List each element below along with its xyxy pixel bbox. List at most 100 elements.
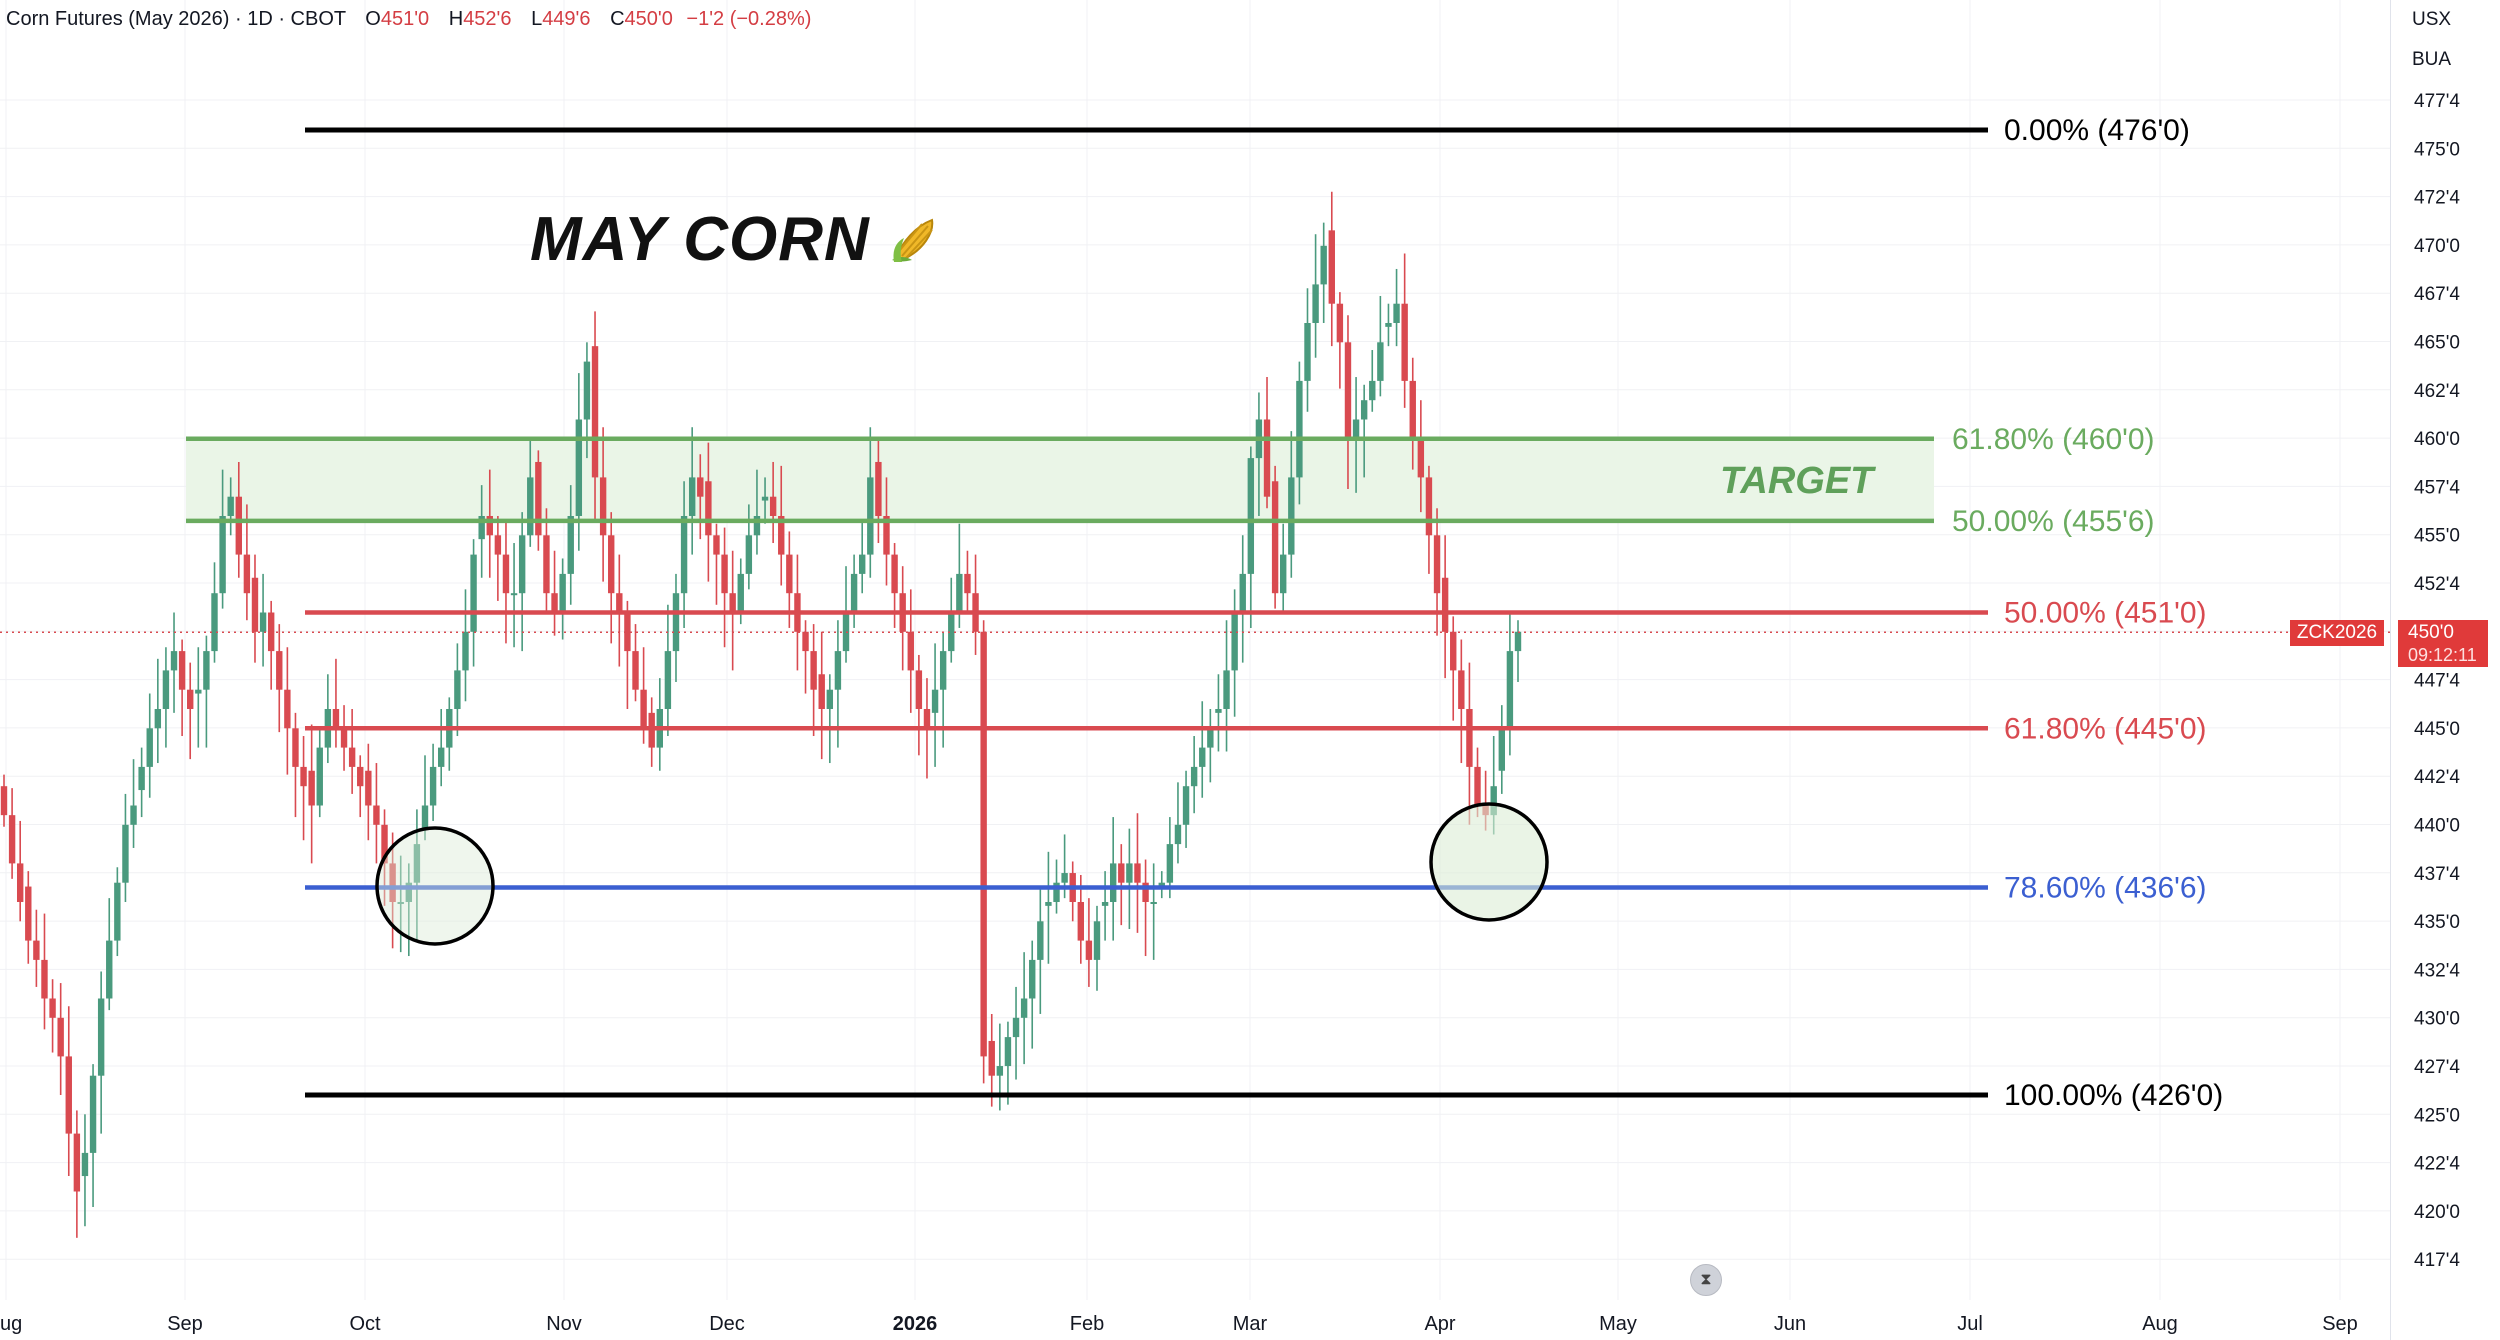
unit-button-bua[interactable]: BUA (2412, 49, 2452, 70)
candle-body (680, 516, 688, 594)
candle-body (130, 805, 137, 825)
candle-body (875, 461, 882, 516)
time-tick-label: May (1599, 1313, 1637, 1335)
price-tick-label: 455'0 (2414, 526, 2460, 547)
candle-body (178, 651, 186, 690)
candle-body (1020, 998, 1028, 1018)
candle-body (705, 481, 712, 536)
candle-body (616, 593, 623, 613)
candle-body (106, 940, 113, 999)
candle-body (1215, 709, 1222, 713)
candle-body (1288, 477, 1295, 555)
chart-title-annotation: MAY CORN (530, 204, 940, 275)
candle-body (753, 516, 761, 536)
support-circle-oct (375, 826, 495, 946)
candle-body (429, 766, 437, 806)
candle-body (470, 554, 477, 632)
candle-body (948, 612, 955, 652)
candle-body (1514, 631, 1522, 652)
candle-body (713, 535, 720, 555)
candle-body (1312, 284, 1319, 323)
candle-body (1077, 902, 1085, 941)
candle-body (778, 516, 785, 555)
candle-body (413, 844, 421, 883)
time-tick-label: Oct (349, 1313, 381, 1335)
candle-body (300, 766, 307, 787)
price-tick-label: 447'4 (2414, 671, 2460, 692)
price-tick-label: 460'0 (2414, 429, 2460, 450)
candle-body (227, 496, 234, 516)
price-tick-label: 432'4 (2414, 960, 2460, 981)
candle-body (672, 593, 680, 652)
candle-body (97, 998, 105, 1076)
candle-body (1271, 481, 1279, 594)
candle-body (567, 516, 574, 574)
candle-body (1360, 400, 1368, 420)
candle-body (405, 882, 413, 902)
candle-body (397, 902, 404, 904)
candle-body (1045, 902, 1052, 906)
candle-body (1458, 670, 1465, 709)
candle-body (373, 805, 380, 825)
price-tick-label: 457'4 (2414, 477, 2460, 498)
symbol-title[interactable]: Corn Futures (May 2026) · 1D · CBOT (6, 8, 346, 30)
candle-body (1150, 902, 1157, 904)
candle-body (1166, 844, 1174, 883)
candle-body (980, 631, 987, 1057)
unit-button-usx[interactable]: USX (2412, 9, 2452, 30)
candle-body (688, 477, 696, 516)
time-tick-label: Nov (546, 1313, 582, 1335)
candle-body (1126, 863, 1133, 883)
candle-body (332, 709, 340, 729)
candle-body (510, 593, 518, 596)
candle-body (802, 631, 809, 652)
price-tick-label: 430'0 (2414, 1009, 2460, 1030)
candle-body (1336, 303, 1344, 343)
candle-body (437, 747, 445, 767)
candle-body (251, 577, 259, 632)
candle-body (49, 998, 56, 1018)
candle-body (243, 554, 251, 594)
candle-body (1352, 419, 1360, 439)
fib-label: 78.60% (436'6) (2004, 872, 2207, 905)
time-tick-label: ug (0, 1313, 22, 1335)
candle-body (551, 593, 558, 613)
fib-label: 100.00% (426'0) (2004, 1079, 2223, 1112)
close-label: C (610, 8, 625, 30)
candle-body (1506, 651, 1514, 729)
candle-body (211, 593, 218, 652)
candle-body (494, 535, 502, 555)
candle-body (575, 419, 583, 516)
price-tick-label: 472'4 (2414, 188, 2460, 209)
candle-body (1498, 728, 1506, 771)
candle-body (535, 461, 542, 536)
candle-body (923, 709, 931, 729)
candle-body (543, 535, 550, 594)
candle-body (1417, 438, 1425, 478)
candle-body (1377, 342, 1384, 381)
candle-body (737, 573, 744, 613)
candle-body (170, 651, 178, 671)
hourglass-icon[interactable]: ⧗ (1690, 1264, 1722, 1296)
candle-body (632, 651, 639, 690)
low-value: 449'6 (542, 8, 591, 30)
fib-label: 50.00% (451'0) (2004, 597, 2207, 630)
candle-countdown-timer: 09:12:11 (2398, 644, 2488, 667)
candle-body (33, 940, 40, 960)
candle-body (664, 651, 672, 709)
candle-body (1401, 303, 1408, 381)
candle-body (810, 651, 817, 690)
candle-body (1320, 245, 1327, 285)
price-scale-divider (2390, 0, 2391, 1340)
candle-body (340, 728, 348, 748)
candle-body (1433, 535, 1441, 594)
candle-body (348, 747, 356, 767)
candle-body (1142, 882, 1149, 902)
time-tick-label: Dec (709, 1313, 745, 1335)
fib-label: 61.80% (460'0) (1952, 423, 2155, 456)
candle-body (591, 346, 599, 478)
candle-body (41, 959, 48, 999)
candle-body (1004, 1037, 1012, 1067)
candle-body (1012, 1017, 1020, 1038)
